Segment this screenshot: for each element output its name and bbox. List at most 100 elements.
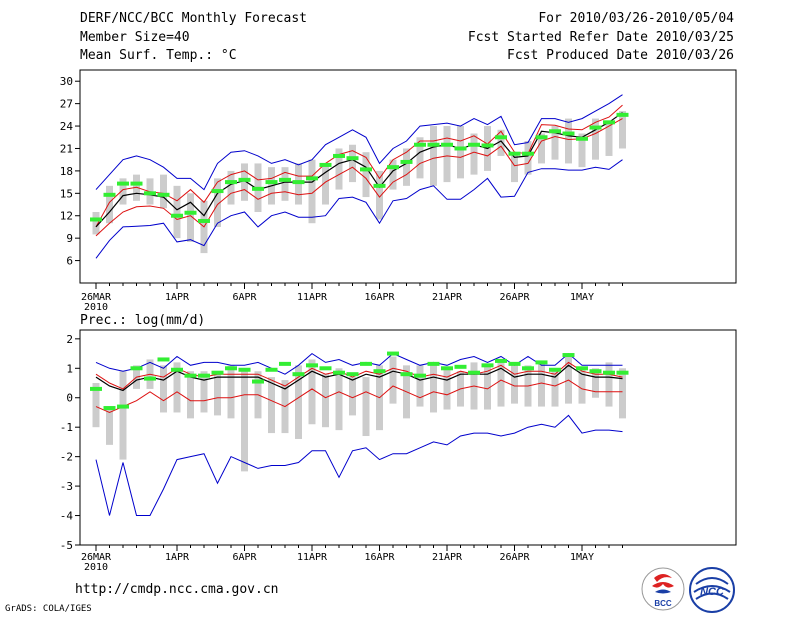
temp-ensemble-box — [457, 126, 464, 179]
temp-observed-mark — [360, 167, 372, 172]
prec-xtick-label: 21APR — [432, 552, 463, 563]
prec-ensemble-box — [362, 377, 370, 437]
temp-observed-mark — [171, 213, 183, 218]
temp-ensemble-box — [511, 152, 518, 183]
temp-ensemble-box — [349, 144, 356, 183]
temp-observed-mark — [427, 142, 440, 147]
prec-observed-mark — [589, 369, 602, 374]
forecast-period-label: For 2010/03/26-2010/05/04 — [538, 11, 734, 26]
temp-ensemble-box — [403, 148, 410, 186]
prec-observed-mark — [441, 366, 453, 371]
temp-xtick-label: 6APR — [232, 292, 257, 303]
temp-observed-mark — [279, 177, 291, 182]
prec-observed-mark — [522, 366, 534, 371]
prec-xtick-label: 26MAR — [81, 552, 112, 563]
temp-ensemble-box — [227, 170, 235, 205]
prec-observed-mark — [225, 366, 237, 371]
ncc-logo: NCC — [689, 567, 735, 613]
prec-xtick-label: 26APR — [499, 552, 530, 563]
prec-plot-frame — [79, 329, 737, 546]
temp-observed-mark — [90, 217, 102, 222]
temp-ensemble-box — [524, 141, 532, 175]
prec-ensemble-box — [214, 374, 221, 416]
prec-ensemble-box — [200, 371, 208, 413]
temp-observed-mark — [292, 180, 305, 185]
prec-observed-mark — [373, 369, 386, 374]
prec-ensemble-box — [430, 365, 437, 413]
temp-ensemble-box — [241, 163, 248, 201]
start-date-label: Fcst Started Refer Date 2010/03/25 — [467, 30, 734, 45]
temp-ensemble-mean-line — [95, 112, 623, 228]
prec-xtick-label: 11APR — [297, 552, 328, 563]
prec-observed-mark — [319, 366, 332, 371]
temp-ensemble-box — [92, 212, 100, 235]
prec-observed-mark — [144, 376, 156, 381]
prec-observed-mark — [117, 404, 129, 409]
prec-observed-mark — [252, 379, 264, 384]
temp-envelope-line — [95, 159, 623, 259]
temp-observed-mark — [184, 210, 197, 215]
temp-observed-mark — [414, 142, 426, 147]
temp-spread-line — [95, 118, 623, 237]
prec-ensemble-box — [484, 365, 491, 410]
prec-ytick-label: -4 — [60, 510, 74, 523]
prec-observed-mark — [360, 361, 372, 366]
bcc-logo-text: BCC — [654, 599, 672, 608]
prec-observed-mark — [346, 372, 359, 377]
temp-observed-mark — [211, 189, 224, 194]
source-url[interactable]: http://cmdp.ncc.cma.gov.cn — [75, 582, 279, 597]
prec-observed-mark — [535, 360, 548, 365]
temp-ytick-label: 21 — [60, 142, 73, 155]
temp-xtick-label: 11APR — [297, 292, 328, 303]
grads-credit: GrADS: COLA/IGES — [5, 604, 92, 614]
prec-observed-mark — [603, 370, 615, 375]
temp-xtick-label: 16APR — [364, 292, 395, 303]
variable-label: Mean Surf. Temp.: °C — [80, 48, 237, 63]
temp-ensemble-box — [335, 148, 343, 190]
temp-ensemble-box — [376, 170, 383, 220]
prec-xtick-label: 16APR — [364, 552, 395, 563]
prec-year-label: 2010 — [84, 562, 108, 573]
temp-observed-mark — [387, 165, 399, 170]
temp-ensemble-box — [106, 185, 113, 224]
prec-ensemble-box — [268, 377, 275, 434]
temp-observed-mark — [495, 135, 507, 140]
prec-ensemble-box — [160, 365, 167, 413]
prec-ensemble-box — [187, 371, 194, 419]
prec-ensemble-box — [443, 368, 451, 410]
temp-observed-mark — [441, 142, 453, 147]
temp-ensemble-box — [416, 137, 424, 179]
temp-spread-line — [95, 104, 623, 228]
prec-observed-mark — [481, 363, 494, 368]
prec-observed-mark — [306, 363, 318, 368]
temp-observed-mark — [346, 156, 359, 161]
temp-ensemble-box — [362, 152, 370, 198]
prec-ytick-label: -2 — [60, 451, 73, 464]
prec-observed-mark — [279, 361, 291, 366]
prec-spread-line — [95, 361, 623, 390]
temp-ytick-label: 27 — [60, 98, 73, 111]
temp-ensemble-box — [619, 111, 626, 149]
bcc-logo: BCC — [641, 567, 685, 611]
prec-ensemble-box — [389, 356, 397, 404]
temp-observed-mark — [103, 192, 116, 197]
prec-observed-mark — [427, 361, 440, 366]
prec-envelope-line — [95, 414, 623, 516]
temp-ensemble-box — [214, 178, 221, 227]
prec-ensemble-box — [511, 362, 518, 404]
prec-observed-mark — [387, 351, 399, 356]
temp-observed-mark — [522, 151, 534, 156]
prec-ytick-label: -1 — [60, 421, 73, 434]
prec-observed-mark — [90, 386, 102, 391]
prec-ensemble-box — [119, 371, 127, 460]
prec-ytick-label: 0 — [66, 392, 73, 405]
prec-observed-mark — [171, 367, 183, 372]
temp-ensemble-box — [119, 178, 127, 205]
temp-observed-mark — [198, 218, 210, 223]
prec-observed-mark — [414, 373, 426, 378]
temp-observed-mark — [157, 192, 170, 197]
prec-observed-mark — [157, 357, 170, 362]
temp-xtick-label: 26APR — [499, 292, 530, 303]
prec-ensemble-box — [416, 365, 424, 407]
